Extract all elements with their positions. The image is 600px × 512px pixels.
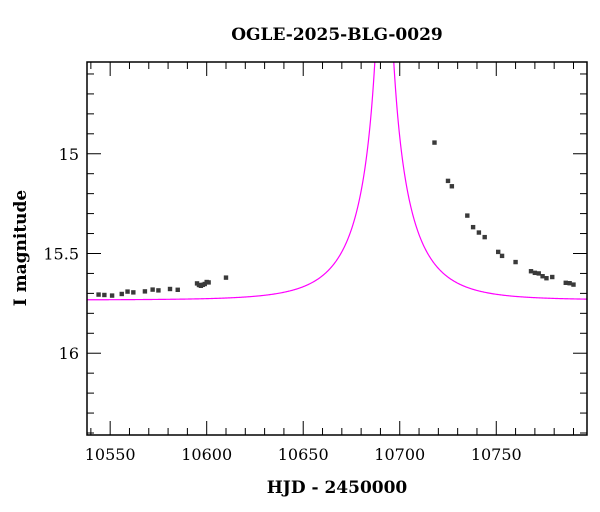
x-tick-label: 10700 bbox=[374, 445, 425, 464]
data-point bbox=[119, 291, 124, 297]
data-point bbox=[495, 249, 501, 255]
data-point bbox=[206, 280, 211, 285]
axis-ticks bbox=[87, 62, 587, 435]
data-point bbox=[150, 287, 155, 292]
data-point bbox=[499, 253, 505, 259]
plot-frame bbox=[86, 61, 588, 436]
data-point bbox=[167, 286, 173, 292]
y-tick-label: 15 bbox=[59, 145, 79, 164]
data-point bbox=[540, 274, 545, 279]
data-point bbox=[513, 259, 518, 265]
data-point bbox=[432, 140, 437, 145]
data-point bbox=[175, 287, 180, 292]
axis-tick-labels: 10550 10600 10650 10700 10750 15 15.5 16 bbox=[43, 145, 521, 464]
data-point bbox=[571, 282, 576, 287]
data-point bbox=[125, 289, 130, 294]
data-point bbox=[96, 292, 101, 297]
model-curve bbox=[87, 62, 587, 301]
data-point bbox=[156, 288, 161, 293]
data-point bbox=[528, 269, 534, 274]
x-tick-label: 10600 bbox=[181, 445, 232, 464]
data-point bbox=[449, 184, 455, 189]
x-tick-label: 10750 bbox=[471, 445, 522, 464]
x-axis-label: HJD - 2450000 bbox=[267, 478, 408, 498]
x-tick-label: 10650 bbox=[278, 445, 329, 464]
data-point bbox=[109, 293, 115, 298]
data-point bbox=[544, 276, 549, 281]
data-point bbox=[142, 289, 148, 294]
data-point bbox=[532, 270, 538, 276]
x-tick-label: 10550 bbox=[85, 445, 136, 464]
chart-title: OGLE-2025-BLG-0029 bbox=[231, 25, 443, 45]
data-point bbox=[550, 274, 555, 280]
data-point bbox=[476, 230, 482, 235]
data-point bbox=[102, 292, 107, 298]
data-point bbox=[482, 234, 487, 240]
data-point bbox=[536, 271, 541, 276]
data-point bbox=[445, 178, 451, 184]
data-points bbox=[96, 140, 576, 298]
data-point bbox=[465, 213, 470, 218]
data-point bbox=[470, 224, 476, 230]
data-point bbox=[567, 281, 572, 286]
y-tick-label: 16 bbox=[59, 344, 79, 363]
data-point bbox=[563, 280, 568, 286]
y-tick-label: 15.5 bbox=[43, 244, 79, 263]
y-axis-label: I magnitude bbox=[11, 190, 31, 307]
data-point bbox=[131, 290, 136, 295]
data-point bbox=[223, 275, 229, 280]
